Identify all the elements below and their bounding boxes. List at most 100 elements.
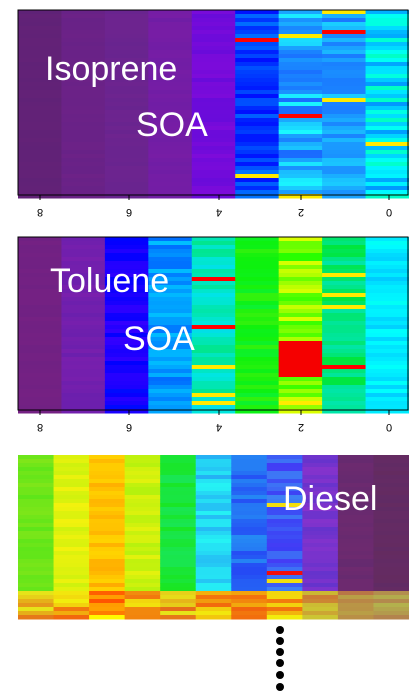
heat-stripe (235, 269, 280, 274)
heat-stripe (322, 26, 367, 31)
heat-stripe (148, 114, 193, 119)
heat-stripe (266, 503, 303, 508)
heat-stripe (322, 245, 367, 250)
heat-stripe (89, 479, 126, 484)
heat-stripe (235, 245, 280, 250)
heat-stripe (148, 401, 193, 406)
heat-stripe (365, 273, 409, 278)
heat-stripe (148, 94, 193, 99)
heat-stripe (235, 106, 280, 111)
heat-stripe (191, 265, 236, 270)
heat-stripe (365, 369, 409, 374)
heat-stripe (148, 249, 193, 254)
heat-stripe (195, 523, 232, 528)
heat-stripe (61, 321, 106, 326)
heat-stripe (148, 74, 193, 79)
heat-stripe (89, 495, 126, 500)
heat-stripe (148, 146, 193, 151)
heat-stripe (373, 475, 409, 480)
heat-stripe (53, 559, 90, 564)
heat-stripe (191, 18, 236, 23)
heat-stripe (191, 154, 236, 159)
heat-stripe (124, 583, 161, 588)
heat-stripe (195, 491, 232, 496)
heat-stripe (195, 559, 232, 564)
heat-stripe (191, 62, 236, 67)
heat-stripe (148, 385, 193, 390)
heat-stripe (231, 519, 268, 524)
heat-stripe (337, 483, 374, 488)
heat-stripe (322, 349, 367, 354)
heat-stripe (365, 14, 409, 19)
heat-stripe (235, 397, 280, 402)
heat-stripe (373, 463, 409, 468)
heat-stripe (235, 277, 280, 282)
heat-stripe (302, 607, 339, 612)
heat-stripe (104, 289, 149, 294)
heat-stripe (104, 66, 149, 71)
heat-stripe (89, 463, 126, 468)
heat-stripe (89, 583, 126, 588)
heat-stripe (373, 503, 409, 508)
heat-stripe (266, 459, 303, 464)
heat-stripe (302, 583, 339, 588)
heat-stripe (278, 34, 323, 39)
heat-stripe (365, 30, 409, 35)
heat-stripe (160, 519, 197, 524)
heat-stripe (53, 563, 90, 568)
heat-stripe (89, 471, 126, 476)
heat-stripe (18, 102, 62, 107)
heat-stripe (148, 273, 193, 278)
heat-stripe (365, 34, 409, 39)
heat-stripe (231, 547, 268, 552)
heat-stripe (365, 293, 409, 298)
heat-stripe (278, 138, 323, 143)
heat-stripe (191, 78, 236, 83)
heat-stripe (18, 253, 62, 258)
heat-stripe (148, 277, 193, 282)
heat-stripe (235, 142, 280, 147)
heat-stripe (235, 162, 280, 167)
heat-stripe (365, 285, 409, 290)
heat-stripe (373, 487, 409, 492)
heat-stripe (61, 154, 106, 159)
heat-stripe (148, 166, 193, 171)
heat-stripe (53, 607, 90, 612)
heat-stripe (104, 94, 149, 99)
heat-stripe (61, 70, 106, 75)
heat-stripe (278, 337, 323, 342)
heat-stripe (365, 182, 409, 187)
heat-stripe (235, 237, 280, 242)
heat-stripe (53, 483, 90, 488)
heat-stripe (373, 599, 409, 604)
heat-stripe (61, 345, 106, 350)
heat-stripe (53, 471, 90, 476)
heat-stripe (235, 18, 280, 23)
heat-stripe (322, 265, 367, 270)
heat-stripe (195, 547, 232, 552)
heat-stripe (89, 587, 126, 592)
heat-stripe (235, 357, 280, 362)
heat-stripe (104, 253, 149, 258)
heat-stripe (148, 305, 193, 310)
heat-stripe (231, 503, 268, 508)
heat-stripe (18, 293, 62, 298)
heat-stripe (18, 535, 55, 540)
heat-stripe (235, 317, 280, 322)
heat-stripe (302, 455, 339, 460)
heat-stripe (231, 607, 268, 612)
heat-stripe (235, 170, 280, 175)
heat-stripe (18, 483, 55, 488)
heat-stripe (148, 70, 193, 75)
heat-stripe (191, 106, 236, 111)
heat-stripe (337, 539, 374, 544)
heat-stripe (191, 178, 236, 183)
heat-stripe (278, 381, 323, 386)
heat-stripe (124, 547, 161, 552)
heat-stripe (195, 471, 232, 476)
heat-stripe (365, 361, 409, 366)
heat-stripe (266, 491, 303, 496)
heat-stripe (18, 305, 62, 310)
heat-stripe (231, 475, 268, 480)
heat-stripe (160, 547, 197, 552)
